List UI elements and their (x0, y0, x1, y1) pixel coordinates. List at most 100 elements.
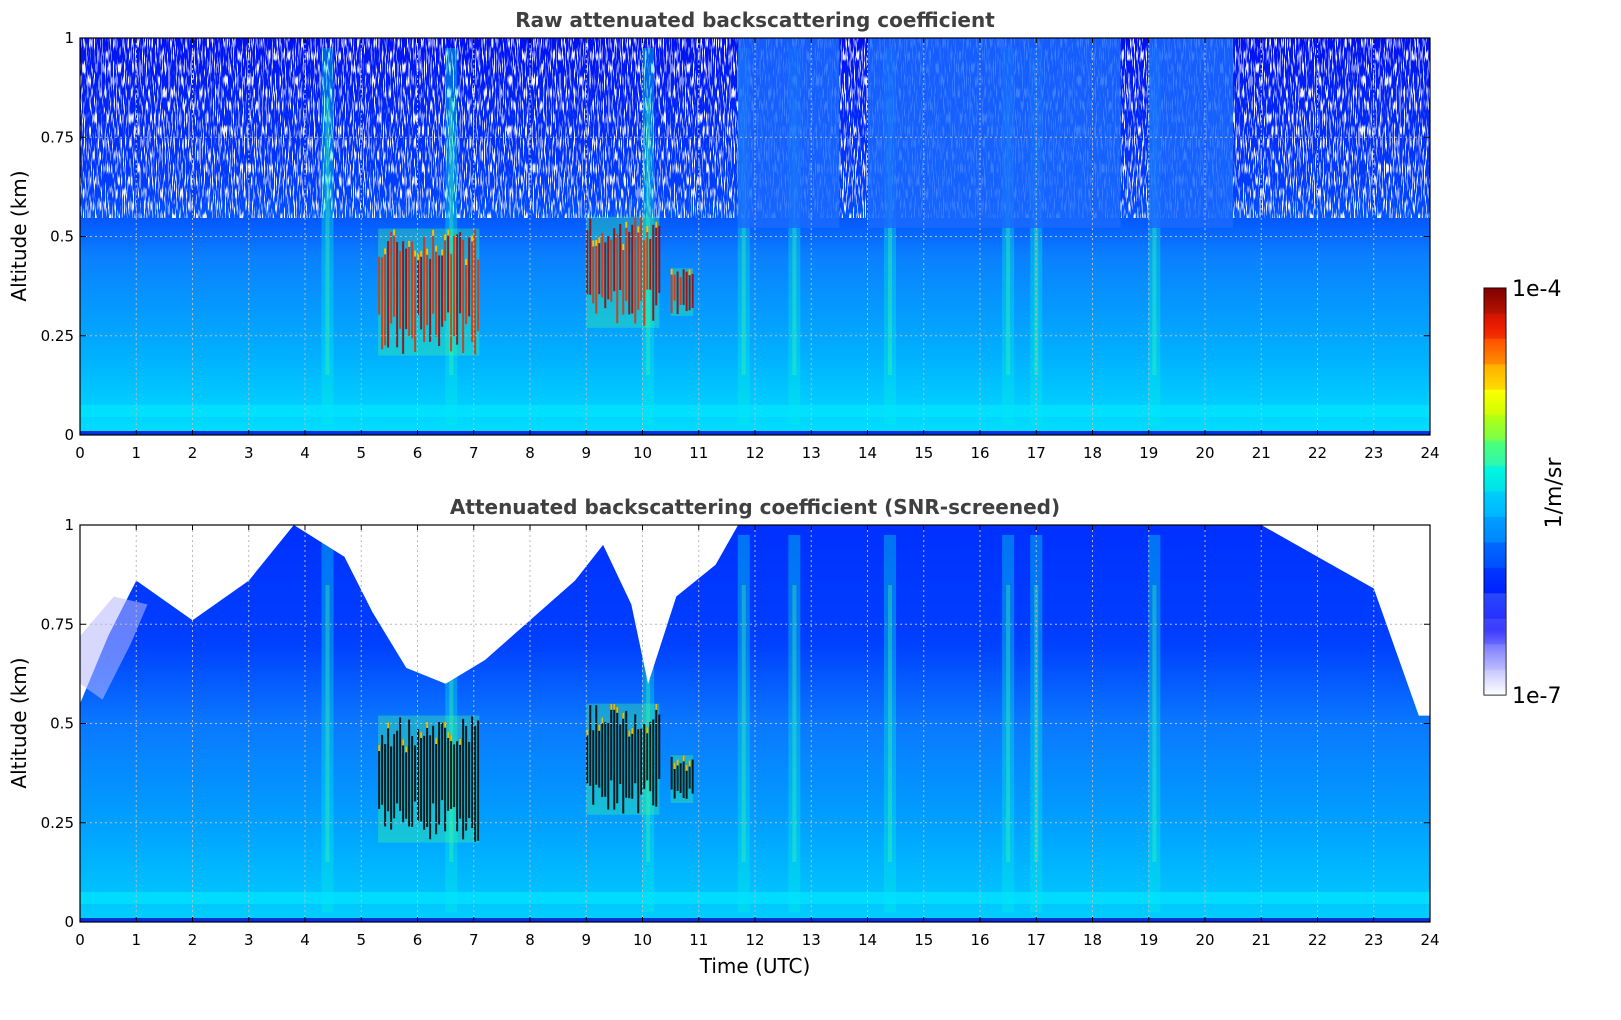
layer-column (438, 255, 441, 347)
layer-column (408, 719, 411, 827)
layer-column (637, 226, 640, 310)
colorbar-min-label: 1e-7 (1512, 684, 1561, 709)
y-tick-label: 0.5 (50, 715, 74, 733)
layer-column (429, 258, 432, 342)
backscatter-streak (321, 48, 334, 425)
layer-edge (595, 239, 598, 246)
x-tick-label: 17 (1027, 931, 1046, 949)
layer-column (465, 259, 468, 325)
noise-clear-window (867, 38, 1121, 228)
x-tick-label: 15 (914, 931, 933, 949)
layer-edge (598, 724, 601, 731)
layer-column (598, 237, 601, 295)
layer-edge (384, 248, 387, 255)
layer-column (631, 727, 634, 799)
layer-column (613, 228, 616, 292)
panel-snr-screened: Attenuated backscattering coefficient (S… (7, 495, 1440, 978)
layer-column (414, 745, 417, 802)
x-tick-label: 16 (970, 931, 989, 949)
x-tick-label: 10 (633, 444, 652, 462)
layer-column (420, 732, 423, 822)
layer-edge (435, 245, 438, 252)
x-tick-label: 20 (1195, 931, 1214, 949)
layer-column (601, 717, 604, 798)
layer-edge (414, 250, 417, 257)
layer-column (589, 218, 592, 295)
colorbar-step (1484, 516, 1506, 543)
layer-column (405, 248, 408, 330)
layer-column (423, 735, 426, 830)
layer-edge (622, 712, 625, 719)
layer-column (381, 734, 384, 805)
layer-column (679, 277, 682, 305)
x-tick-label: 12 (745, 444, 764, 462)
layer-edge (405, 746, 408, 753)
layer-column (420, 250, 423, 330)
x-tick-label: 13 (802, 931, 821, 949)
backscatter-streak (321, 535, 334, 912)
x-tick-label: 11 (689, 931, 708, 949)
layer-column (438, 722, 441, 825)
layer-column (631, 224, 634, 314)
backscatter-streak-core (792, 98, 797, 375)
panel2-screened-mask (80, 525, 1430, 716)
layer-edge (622, 244, 625, 251)
backscatter-streak-core (1152, 98, 1157, 375)
layer-edge (447, 229, 450, 236)
colorbar-step (1484, 491, 1506, 517)
layer-column (619, 724, 622, 785)
layer-edge (387, 722, 390, 729)
layer-column (685, 271, 688, 312)
x-tick-label: 18 (1083, 931, 1102, 949)
layer-column (649, 721, 652, 792)
layer-edge (402, 739, 405, 746)
layer-column (595, 239, 598, 314)
noise-clear-window (738, 38, 840, 228)
layer-column (589, 705, 592, 786)
backscatter-streak-core (1006, 585, 1011, 862)
colorbar-step (1484, 364, 1506, 390)
layer-column (432, 229, 435, 314)
layer-column (610, 703, 613, 781)
layer-column (655, 703, 658, 807)
layer-column (688, 760, 691, 789)
layer-column (441, 722, 444, 801)
layer-edge (435, 738, 438, 745)
colorbar-step (1484, 644, 1506, 670)
layer-edge (459, 738, 462, 745)
colorbar-step (1484, 415, 1506, 441)
layer-column (643, 240, 646, 326)
layer-edge (444, 234, 447, 241)
layer-edge (586, 729, 589, 736)
x-tick-label: 13 (802, 444, 821, 462)
y-tick-label: 0 (64, 426, 74, 444)
layer-edge (432, 229, 435, 236)
layer-edge (450, 735, 453, 742)
layer-edge (637, 226, 640, 233)
layer-edge (426, 248, 429, 255)
x-tick-label: 8 (525, 931, 535, 949)
layer-column (616, 706, 619, 804)
layer-column (622, 712, 625, 814)
layer-edge (676, 759, 679, 766)
x-tick-label: 14 (858, 444, 877, 462)
layer-edge (670, 268, 673, 275)
x-tick-label: 18 (1083, 444, 1102, 462)
backscatter-streak (1002, 535, 1015, 912)
layer-column (456, 234, 459, 345)
panel2-low-snr-patch (80, 596, 148, 700)
y-tick-label: 0.5 (50, 228, 74, 246)
x-tick-label: 9 (581, 931, 591, 949)
layer-column (426, 721, 429, 828)
backscatter-streak-core (792, 585, 797, 862)
x-tick-label: 15 (914, 444, 933, 462)
x-tick-label: 19 (1139, 931, 1158, 949)
layer-column (595, 705, 598, 785)
panel2-title: Attenuated backscattering coefficient (S… (450, 495, 1060, 519)
x-tick-label: 22 (1308, 444, 1327, 462)
layer-edge (688, 760, 691, 767)
layer-column (670, 268, 673, 314)
layer-edge (447, 731, 450, 738)
layer-column (622, 244, 625, 315)
